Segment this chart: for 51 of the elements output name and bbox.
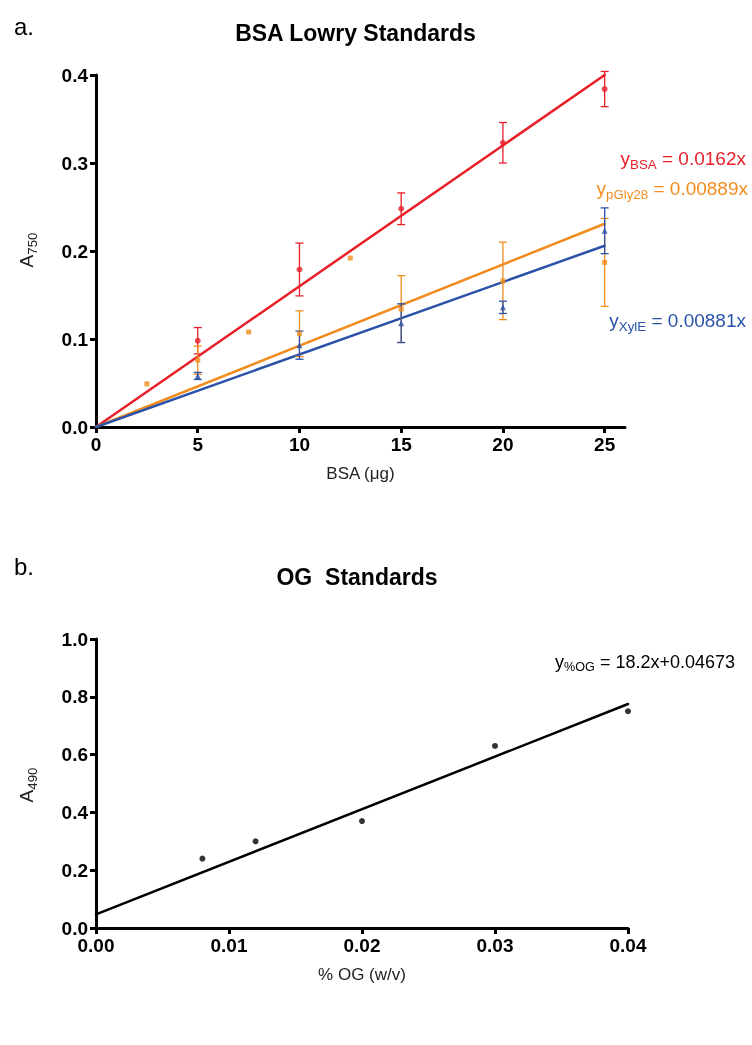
point <box>601 227 608 234</box>
text: y$_{%OG}$ = 18.2x+0.04673 <box>555 651 735 675</box>
text: b. <box>14 552 35 580</box>
x-axis-title: BSA (μg) <box>326 464 395 483</box>
point <box>195 357 201 363</box>
x-tick-label: 10 <box>288 434 311 455</box>
text: y$_{XylE}$ = 0.00881x <box>609 310 746 334</box>
point <box>296 342 303 349</box>
x-tick-label: 0 <box>90 434 102 455</box>
x-axis-title: % OG (w/v) <box>318 965 406 984</box>
point <box>398 306 404 312</box>
point <box>347 255 353 261</box>
y-tick-label: 0.6 <box>61 744 88 766</box>
y-tick-label: 0.0 <box>61 416 88 438</box>
point <box>246 329 252 335</box>
y-tick-label: 0.4 <box>61 64 89 86</box>
x-tick-label: 5 <box>192 434 204 455</box>
point <box>499 139 506 146</box>
x-tick-label: 0.03 <box>476 935 514 956</box>
point <box>296 331 302 337</box>
chart-title: OG Standards <box>276 563 438 590</box>
x-tick-label: 0.01 <box>210 935 248 956</box>
y-tick-label: 0.2 <box>61 240 88 262</box>
point <box>252 838 259 845</box>
point <box>602 259 608 265</box>
x-tick-label: 15 <box>390 434 413 455</box>
point <box>194 337 201 344</box>
series-label: y$_{pGly28}$ = 0.00889x <box>596 178 748 202</box>
chart-title: BSA Lowry Standards <box>235 19 476 46</box>
point <box>359 818 365 825</box>
point <box>144 381 150 387</box>
y-tick-label: 0.3 <box>61 152 88 174</box>
y-tick-label: 0.8 <box>61 686 88 708</box>
point <box>398 205 405 212</box>
x-tick-label: 0.04 <box>609 935 647 956</box>
x-tick-label: 25 <box>594 434 616 455</box>
y-tick-label: 0.1 <box>61 328 89 350</box>
point <box>625 708 631 715</box>
point <box>499 304 506 311</box>
point <box>601 86 608 93</box>
y-tick-label: 0.2 <box>61 859 88 881</box>
point <box>199 855 206 862</box>
y-tick-label: 0.4 <box>61 801 89 823</box>
y-tick-label: 1.0 <box>61 628 88 650</box>
point <box>500 278 506 284</box>
text: a. <box>14 12 35 40</box>
point <box>492 742 498 749</box>
x-tick-label: 0.02 <box>343 935 381 956</box>
text: y$_{BSA}$ = 0.0162x <box>620 148 746 172</box>
point <box>296 266 303 273</box>
x-tick-label: 20 <box>492 434 514 455</box>
